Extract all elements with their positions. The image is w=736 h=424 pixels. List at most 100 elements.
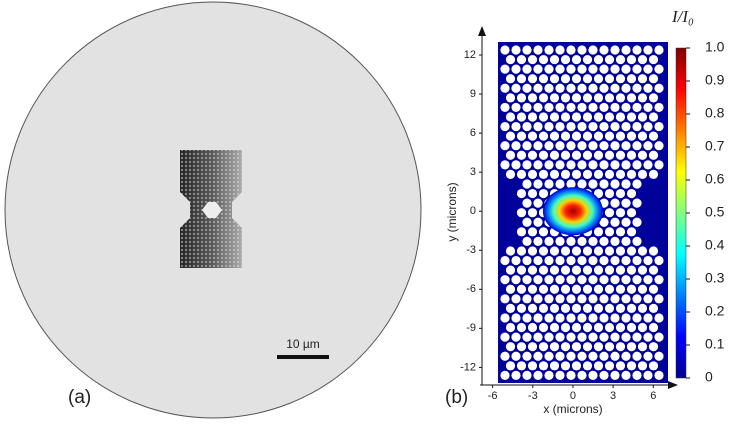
hole xyxy=(577,275,587,285)
hole xyxy=(599,370,609,380)
colorbar-title: I/I₀ xyxy=(671,7,694,26)
hole xyxy=(566,236,576,246)
hole xyxy=(527,284,538,294)
hole xyxy=(610,198,620,208)
hole xyxy=(621,294,631,304)
hole xyxy=(516,112,527,122)
y-tick-label: 9 xyxy=(470,88,476,100)
hole xyxy=(610,275,620,285)
hole xyxy=(588,313,598,323)
hole xyxy=(577,83,587,93)
hole xyxy=(604,74,615,84)
y-axis-label: y (microns) xyxy=(445,182,459,241)
hole xyxy=(648,74,659,84)
hole xyxy=(588,294,598,304)
panel-label: (a) xyxy=(68,387,91,408)
hole xyxy=(593,361,604,371)
hole xyxy=(527,208,538,218)
hole xyxy=(615,74,626,84)
hole xyxy=(604,303,615,313)
x-tick-label: 0 xyxy=(570,390,576,402)
hole xyxy=(555,313,565,323)
hole xyxy=(626,93,637,103)
hole xyxy=(555,332,565,342)
hole xyxy=(643,160,653,170)
hole xyxy=(632,217,642,227)
hole xyxy=(516,208,527,218)
hole xyxy=(571,169,582,180)
hole xyxy=(533,160,543,170)
hole xyxy=(522,236,532,246)
hole xyxy=(599,313,609,323)
colorbar-tick-label: 0.9 xyxy=(705,72,725,88)
hole xyxy=(522,332,532,342)
hole xyxy=(527,112,538,122)
hole xyxy=(505,322,516,333)
hole xyxy=(566,313,576,323)
hole xyxy=(560,131,571,141)
hole xyxy=(527,54,538,65)
hole xyxy=(533,102,543,113)
hole xyxy=(544,370,554,380)
hole xyxy=(571,246,582,256)
hole xyxy=(527,246,538,256)
scale-bar-label: 10 µm xyxy=(286,337,320,351)
hole xyxy=(522,370,532,380)
hole xyxy=(516,188,527,199)
hole xyxy=(566,351,576,361)
hole xyxy=(549,169,560,180)
hole xyxy=(610,141,620,151)
hole xyxy=(555,236,565,246)
hole xyxy=(555,121,565,132)
hole xyxy=(533,255,543,266)
hole xyxy=(593,112,604,122)
hole xyxy=(643,64,653,74)
hole xyxy=(505,169,516,180)
hole xyxy=(582,54,593,65)
hole xyxy=(599,255,609,266)
hole xyxy=(538,246,549,256)
hole xyxy=(588,102,598,113)
hole xyxy=(632,141,642,151)
hole xyxy=(500,313,510,323)
hole xyxy=(621,83,631,93)
hole xyxy=(610,294,620,304)
hole xyxy=(648,342,659,352)
hole xyxy=(511,275,521,285)
y-tick-label: -9 xyxy=(466,322,476,334)
hole xyxy=(610,45,620,55)
hole xyxy=(599,236,609,246)
hole xyxy=(637,54,648,65)
hole xyxy=(593,342,604,352)
hole xyxy=(621,351,631,361)
hole xyxy=(648,265,659,275)
hole xyxy=(610,370,620,380)
hole xyxy=(571,265,582,275)
hole xyxy=(604,169,615,180)
hole xyxy=(593,150,604,160)
x-tick-label: 6 xyxy=(650,390,656,402)
hole xyxy=(533,275,543,285)
hole xyxy=(538,169,549,180)
hole xyxy=(654,83,664,93)
hole xyxy=(555,370,565,380)
hole xyxy=(610,160,620,170)
hole xyxy=(582,342,593,352)
hole xyxy=(610,179,620,189)
hole xyxy=(643,45,653,55)
hole xyxy=(582,131,593,141)
colorbar-tick-label: 1.0 xyxy=(705,39,725,55)
hole xyxy=(533,45,543,55)
hole xyxy=(626,303,637,313)
hole xyxy=(522,141,532,151)
hole xyxy=(560,361,571,371)
hole xyxy=(522,313,532,323)
hole xyxy=(626,169,637,180)
hole xyxy=(522,102,532,113)
hole xyxy=(654,121,664,132)
hole xyxy=(626,74,637,84)
hole xyxy=(604,342,615,352)
hole xyxy=(604,265,615,275)
hole xyxy=(538,112,549,122)
hole xyxy=(505,74,516,84)
